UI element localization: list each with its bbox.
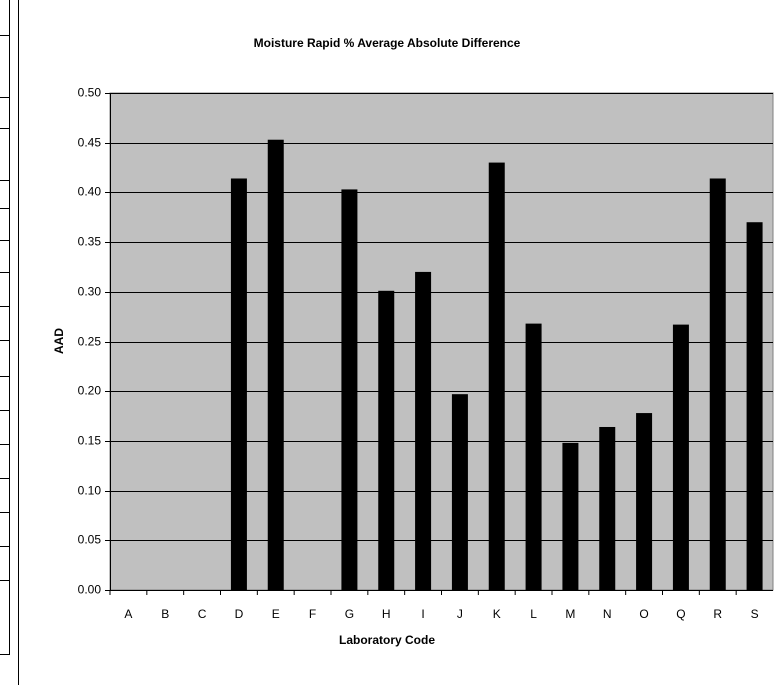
y-tick-label: 0.05 [78, 533, 102, 547]
x-tick-label: E [272, 607, 280, 621]
y-tick-label: 0.25 [78, 335, 102, 349]
x-tick-label: S [751, 607, 759, 621]
y-tick-label: 0.00 [78, 583, 102, 597]
y-axis-title: AAD [52, 328, 66, 354]
x-tick-label: I [421, 607, 424, 621]
bar [267, 139, 284, 590]
bar [636, 413, 653, 590]
bar [451, 394, 468, 590]
x-tick-label: F [309, 607, 316, 621]
x-axis-title: Laboratory Code [339, 633, 435, 647]
x-tick-label: D [235, 607, 244, 621]
bar [525, 323, 542, 590]
y-tick-label: 0.35 [78, 235, 102, 249]
x-tick-label: Q [676, 607, 685, 621]
x-tick-label: L [530, 607, 537, 621]
y-tick-label: 0.30 [78, 285, 102, 299]
chart-title: Moisture Rapid % Average Absolute Differ… [254, 36, 521, 50]
y-tick-label: 0.40 [78, 185, 102, 199]
y-tick-label: 0.10 [78, 484, 102, 498]
y-tick-label: 0.50 [78, 86, 102, 100]
x-tick-label: B [161, 607, 169, 621]
x-tick-label: C [198, 607, 207, 621]
x-tick-label: R [713, 607, 722, 621]
y-tick-label: 0.45 [78, 136, 102, 150]
bar [599, 426, 616, 590]
x-tick-label: G [345, 607, 354, 621]
y-tick-label: 0.15 [78, 434, 102, 448]
bar [672, 324, 689, 590]
x-tick-label: N [603, 607, 612, 621]
bar [415, 271, 432, 590]
x-tick-label: K [493, 607, 501, 621]
bar [488, 162, 505, 590]
x-tick-label: A [124, 607, 132, 621]
bar [230, 178, 247, 590]
bar [746, 222, 763, 590]
bar [378, 290, 395, 590]
left-table-fragment [0, 0, 19, 685]
x-tick-label: H [382, 607, 391, 621]
bar [709, 178, 726, 590]
bar [341, 189, 358, 590]
y-tick-label: 0.20 [78, 384, 102, 398]
x-tick-label: J [457, 607, 463, 621]
x-tick-label: O [639, 607, 648, 621]
x-tick-label: M [565, 607, 575, 621]
bar [562, 442, 579, 590]
